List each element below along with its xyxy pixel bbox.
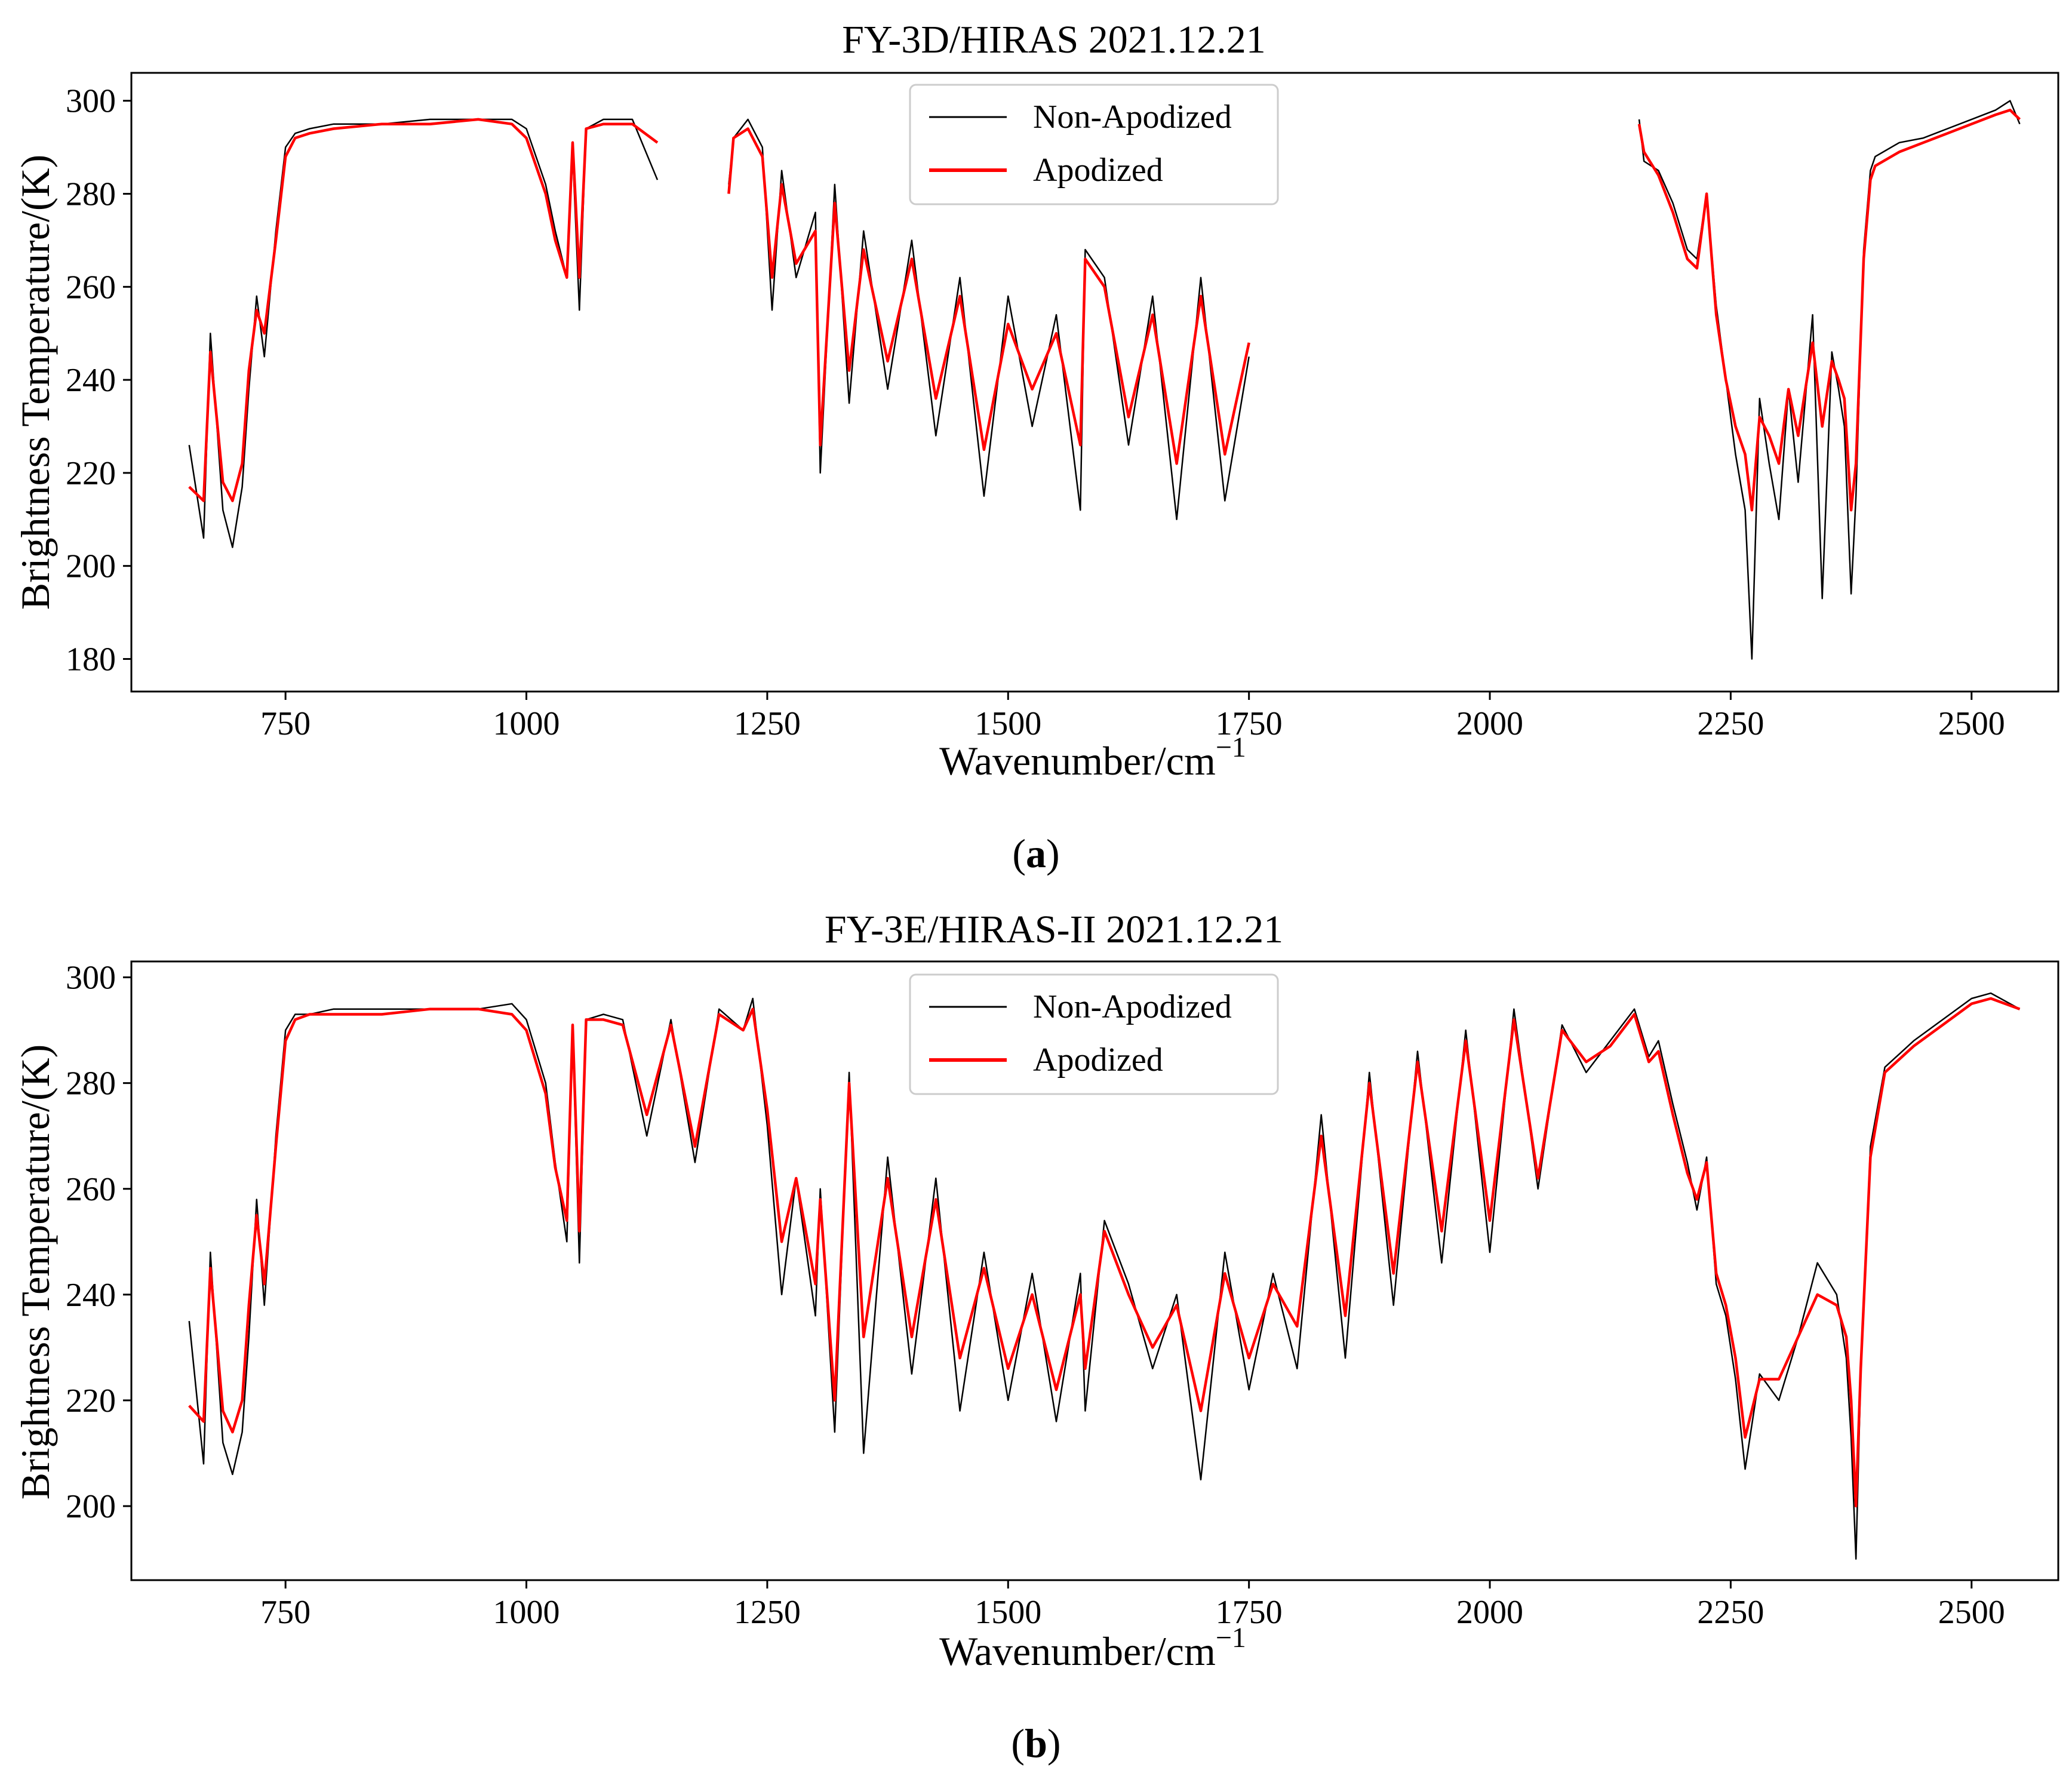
y-tick-label: 200 bbox=[66, 1488, 116, 1525]
axes-frame bbox=[130, 72, 2059, 693]
y-tick-label: 200 bbox=[66, 548, 116, 585]
panel-label-b-letter: b bbox=[1025, 1720, 1047, 1766]
x-tick-label: 750 bbox=[260, 705, 311, 742]
y-tick-label: 300 bbox=[66, 83, 116, 120]
series-line-apodized-segment-1 bbox=[188, 118, 659, 502]
x-tick-label: 1750 bbox=[1216, 705, 1283, 742]
x-tick-label: 1000 bbox=[493, 705, 560, 742]
axes-frame bbox=[130, 960, 2059, 1581]
panel-label-a-letter: a bbox=[1026, 831, 1046, 876]
x-axis-ticks: 750 1000 1250 1500 1750 2000 2250 2500 bbox=[260, 1580, 2005, 1631]
y-axis-ticks: 200 220 240 260 280 300 bbox=[66, 960, 131, 1525]
y-tick-label: 280 bbox=[66, 176, 116, 213]
legend-box bbox=[909, 84, 1279, 205]
x-axis-label-superscript: −1 bbox=[1216, 1622, 1246, 1654]
x-tick-label: 1750 bbox=[1216, 1594, 1283, 1631]
chart-title: FY-3E/HIRAS-II 2021.12.21 bbox=[825, 908, 1283, 951]
series-line-apodized-segment-1 bbox=[188, 997, 2021, 1508]
y-tick-label: 260 bbox=[66, 1171, 116, 1208]
y-tick-label: 240 bbox=[66, 1277, 116, 1314]
x-tick-label: 1500 bbox=[974, 705, 1041, 742]
y-tick-label: 260 bbox=[66, 269, 116, 306]
series-line-apodized-segment-2 bbox=[727, 127, 1250, 465]
y-tick-label: 180 bbox=[66, 641, 116, 678]
x-tick-label: 2000 bbox=[1456, 1594, 1523, 1631]
x-tick-label: 1250 bbox=[734, 705, 801, 742]
chart-panel-a: FY-3D/HIRAS 2021.12.21 750 1000 1250 1500 17… bbox=[13, 18, 2059, 876]
legend-label-apodized: Apodized bbox=[1033, 152, 1163, 189]
x-tick-label: 2250 bbox=[1697, 1594, 1764, 1631]
panel-label-a: (a) bbox=[1012, 831, 1059, 876]
x-tick-label: 1250 bbox=[734, 1594, 801, 1631]
legend-label-apodized: Apodized bbox=[1033, 1041, 1163, 1079]
y-tick-label: 220 bbox=[66, 1382, 116, 1419]
chart-panel-b: FY-3E/HIRAS-II 2021.12.21 750 1000 1250 150… bbox=[13, 908, 2059, 1766]
x-axis-label: Wavenumber/cm−1 bbox=[939, 1622, 1246, 1674]
x-axis-label-text: Wavenumber/cm bbox=[939, 1629, 1216, 1674]
y-tick-label: 220 bbox=[66, 455, 116, 492]
x-tick-label: 2500 bbox=[1938, 1594, 2005, 1631]
x-tick-label: 1000 bbox=[493, 1594, 560, 1631]
x-axis-label: Wavenumber/cm−1 bbox=[939, 732, 1246, 784]
plot-area bbox=[188, 100, 2021, 660]
y-axis-label: Brightness Temperature/(K) bbox=[13, 1044, 58, 1500]
series-line-apodized-segment-3 bbox=[1637, 109, 2021, 512]
plot-area bbox=[188, 992, 2021, 1560]
y-axis-ticks: 180 200 220 240 260 280 300 bbox=[66, 83, 131, 678]
x-tick-label: 2250 bbox=[1697, 705, 1764, 742]
y-tick-label: 280 bbox=[66, 1065, 116, 1102]
legend: Non-Apodized Apodized bbox=[909, 973, 1279, 1095]
y-tick-label: 240 bbox=[66, 362, 116, 399]
x-axis-ticks: 750 1000 1250 1500 1750 2000 2250 2500 bbox=[260, 692, 2005, 742]
x-axis-label-text: Wavenumber/cm bbox=[939, 738, 1216, 784]
legend: Non-Apodized Apodized bbox=[909, 84, 1279, 205]
x-tick-label: 750 bbox=[260, 1594, 311, 1631]
panel-label-b: (b) bbox=[1011, 1720, 1060, 1766]
x-tick-label: 1500 bbox=[974, 1594, 1041, 1631]
y-axis-label: Brightness Temperature/(K) bbox=[13, 155, 58, 610]
legend-box bbox=[909, 973, 1279, 1095]
x-tick-label: 2000 bbox=[1456, 705, 1523, 742]
legend-label-non-apodized: Non-Apodized bbox=[1033, 988, 1232, 1025]
legend-label-non-apodized: Non-Apodized bbox=[1033, 99, 1232, 136]
x-tick-label: 2500 bbox=[1938, 705, 2005, 742]
y-tick-label: 300 bbox=[66, 960, 116, 997]
chart-title: FY-3D/HIRAS 2021.12.21 bbox=[842, 18, 1266, 62]
x-axis-label-superscript: −1 bbox=[1216, 732, 1246, 763]
